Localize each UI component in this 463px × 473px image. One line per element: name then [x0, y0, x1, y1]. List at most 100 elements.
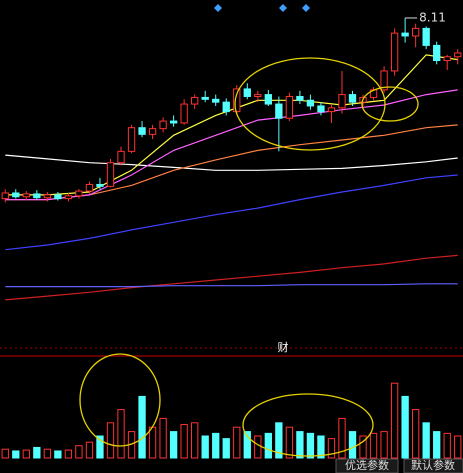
volume-bar — [159, 417, 167, 459]
volume-bar — [306, 432, 315, 459]
volume-bar — [1, 448, 9, 459]
volume-bar — [285, 426, 294, 459]
candle-body — [285, 95, 294, 119]
volume-bar — [359, 435, 367, 459]
candle-body — [64, 195, 73, 200]
candle-body — [12, 192, 20, 198]
volume-bar — [96, 435, 104, 459]
candle-body — [296, 95, 304, 101]
candle-body — [306, 99, 315, 107]
moving-average — [5, 254, 458, 301]
volume-bar — [138, 395, 146, 459]
volume-bar — [443, 432, 451, 459]
volume-bar — [254, 435, 262, 459]
volume-bar — [264, 432, 272, 459]
candle-body — [243, 88, 251, 97]
candle-body — [159, 120, 167, 130]
candle-body — [233, 88, 241, 113]
candle-body — [1, 192, 9, 200]
plot: 8.11 — [1, 10, 462, 459]
volume-bar — [348, 431, 357, 459]
candle-body — [222, 101, 230, 113]
volume-bar — [327, 438, 336, 459]
diamond-icon — [279, 4, 287, 12]
candle-body — [433, 44, 441, 62]
button[interactable] — [403, 458, 463, 473]
button[interactable] — [335, 458, 399, 473]
volume-bar — [33, 446, 41, 459]
candle-body — [401, 32, 409, 37]
volume-bar — [191, 422, 199, 459]
volume-bar — [390, 382, 399, 459]
highlight-ellipse — [361, 86, 419, 122]
annotations — [79, 57, 419, 457]
candle-body — [411, 27, 420, 37]
candle-body — [96, 183, 104, 187]
candle-body — [169, 120, 178, 124]
volume-bar — [148, 426, 157, 459]
volume-bar — [380, 431, 388, 459]
candle-body — [127, 127, 136, 152]
volume-bar — [12, 450, 20, 459]
volume-bar — [169, 431, 178, 459]
highlight-ellipse — [242, 393, 374, 457]
candle-body — [254, 94, 262, 97]
volume-bar — [296, 431, 304, 459]
candle-body — [138, 127, 146, 135]
volume-bar — [422, 422, 430, 459]
button-label[interactable]: 优选参数 — [345, 458, 389, 472]
candle-body — [106, 162, 115, 187]
candle-body — [54, 194, 62, 200]
volume-bar — [212, 432, 220, 459]
candle-body — [33, 193, 41, 199]
volume-bar — [338, 417, 346, 459]
volume-bar — [411, 409, 420, 459]
volume-bar — [180, 424, 188, 459]
volume-bar — [75, 445, 83, 459]
candle-body — [454, 52, 462, 58]
candle-body — [348, 94, 357, 103]
candle-body — [275, 103, 283, 119]
diamond-icon — [214, 4, 222, 12]
finance-marker: 财 — [278, 340, 289, 354]
volume-bar — [117, 409, 125, 459]
candle-body — [380, 70, 388, 91]
volume-bar — [64, 449, 73, 459]
moving-average — [5, 174, 458, 251]
volume-bar — [369, 432, 378, 459]
candle-body — [117, 150, 125, 164]
candle-body — [22, 193, 30, 198]
candle-body — [75, 190, 83, 197]
volume-bar — [233, 426, 241, 459]
volume-bar — [106, 422, 115, 459]
volume-bar — [85, 441, 94, 459]
button-label[interactable]: 默认参数 — [411, 458, 455, 472]
candle-body — [85, 183, 94, 192]
candle-body — [191, 96, 199, 105]
candle-body — [212, 98, 220, 103]
candle-body — [317, 105, 325, 113]
moving-average — [5, 154, 458, 171]
volume-bar — [454, 435, 462, 459]
high-label: 8.11 — [419, 10, 446, 24]
candle-body — [327, 107, 336, 113]
candle-body — [422, 27, 430, 46]
candle-body — [338, 94, 346, 109]
candle-body — [148, 128, 157, 135]
highlight-ellipse — [234, 57, 386, 151]
highlight-ellipse — [79, 353, 161, 447]
top-icons — [214, 4, 310, 12]
volume-bar — [243, 431, 251, 459]
volume-bar — [54, 450, 62, 459]
candle-body — [443, 56, 451, 62]
volume-bar — [43, 448, 52, 459]
candle-body — [264, 94, 272, 105]
volume-bar — [275, 422, 283, 459]
candle-body — [390, 32, 399, 72]
volume-bar — [222, 438, 230, 459]
volume-bar — [201, 435, 209, 459]
candle-body — [180, 103, 188, 124]
candle-body — [201, 96, 209, 100]
